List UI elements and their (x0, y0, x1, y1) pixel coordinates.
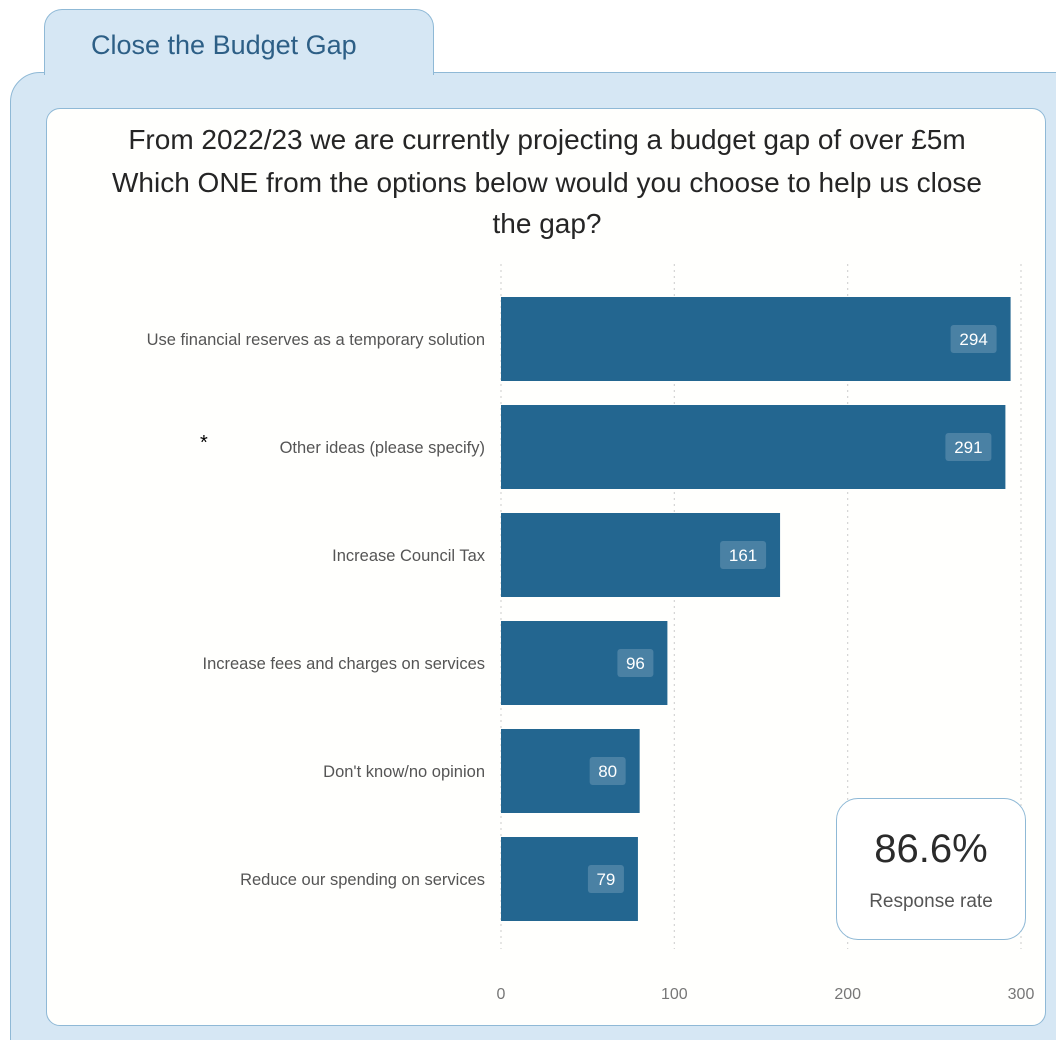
x-tick-label-0: 0 (497, 986, 506, 1003)
bar-2 (501, 513, 781, 597)
data-label-1: 291 (954, 438, 982, 457)
data-label-bg-5 (587, 865, 624, 893)
response-rate-value: 86.6% (874, 827, 988, 871)
bar-4 (501, 729, 640, 813)
asterisk-annotation: * (200, 432, 208, 454)
response-rate-card: 86.6% Response rate (836, 798, 1026, 940)
data-label-5: 79 (596, 870, 615, 889)
x-tick-label-1: 100 (661, 986, 688, 1003)
chart-title-line-1: From 2022/23 we are currently projecting… (128, 124, 966, 155)
x-tick-label-3: 300 (1008, 986, 1035, 1003)
chart-card: From 2022/23 we are currently projecting… (46, 108, 1046, 1026)
category-label-3: Increase fees and charges on services (203, 655, 486, 673)
category-label-1: Other ideas (please specify) (280, 439, 485, 457)
tab-close-the-budget-gap[interactable]: Close the Budget Gap (44, 9, 434, 75)
category-label-0: Use financial reserves as a temporary so… (147, 331, 485, 349)
data-label-bg-2 (720, 541, 767, 569)
data-label-0: 294 (959, 330, 987, 349)
x-tick-label-2: 200 (834, 986, 861, 1003)
data-label-2: 161 (729, 546, 757, 565)
bar-1 (501, 405, 1006, 489)
data-label-4: 80 (598, 762, 617, 781)
response-rate-label: Response rate (869, 891, 993, 912)
bar-0 (501, 297, 1011, 381)
tab-label: Close the Budget Gap (91, 30, 357, 60)
category-label-4: Don't know/no opinion (323, 763, 485, 781)
data-label-bg-0 (950, 325, 997, 353)
bar-5 (501, 837, 638, 921)
category-label-5: Reduce our spending on services (240, 871, 485, 889)
bar-3 (501, 621, 668, 705)
tab-joint (45, 70, 433, 76)
chart-title-line-2: Which ONE from the options below would y… (111, 167, 982, 198)
chart-title-line-3: the gap? (492, 208, 602, 239)
data-label-bg-3 (617, 649, 654, 677)
category-label-2: Increase Council Tax (332, 547, 486, 565)
bar-chart: Use financial reserves as a temporary so… (147, 264, 1035, 1003)
data-label-bg-4 (589, 757, 626, 785)
data-label-bg-1 (945, 433, 992, 461)
data-label-3: 96 (626, 654, 645, 673)
